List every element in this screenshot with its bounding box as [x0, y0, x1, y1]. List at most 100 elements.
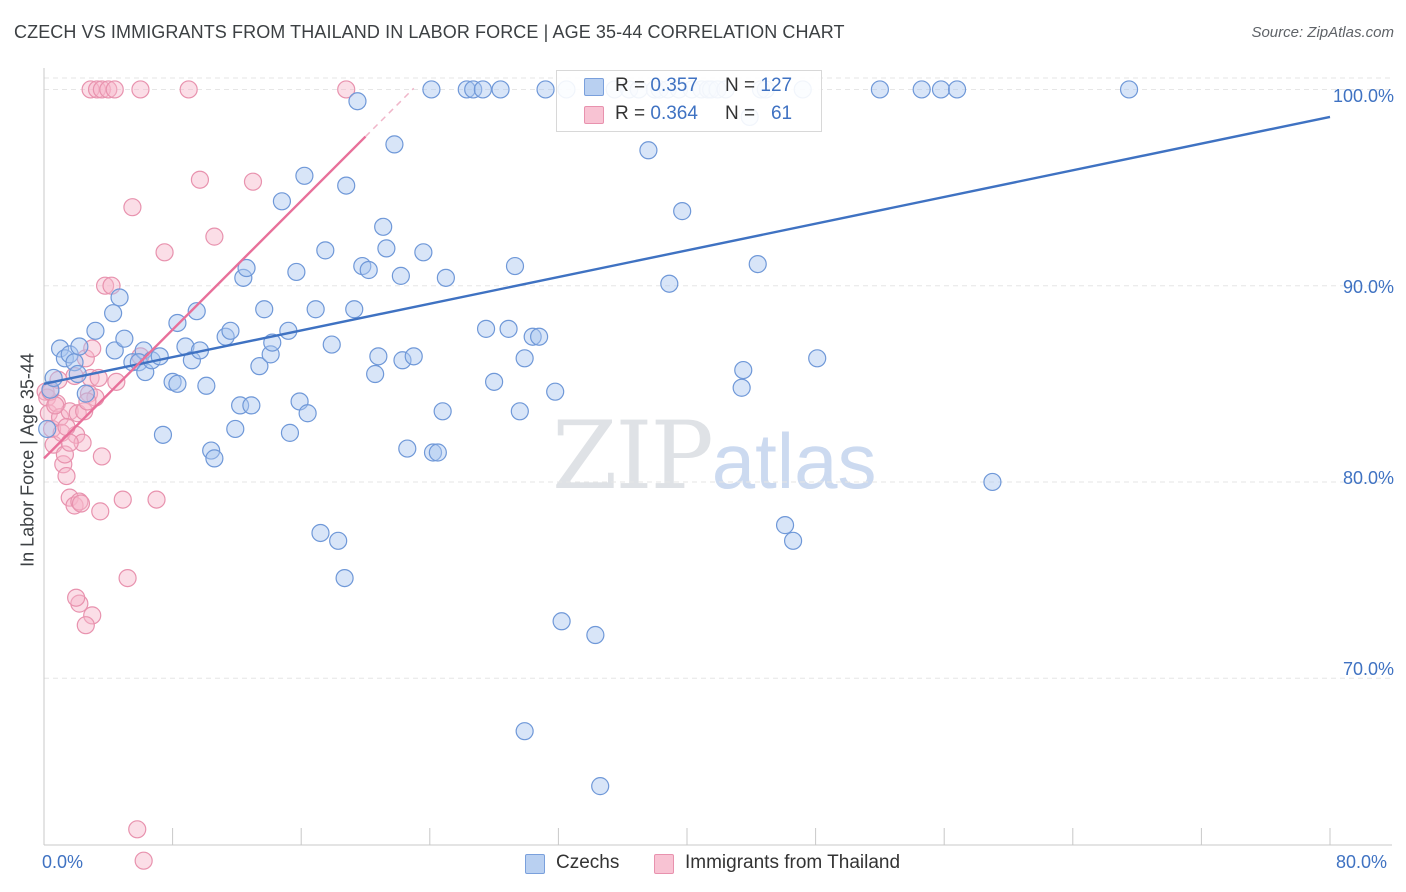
czech-point [536, 80, 555, 99]
thailand-point [68, 404, 87, 423]
thailand-point [73, 433, 92, 452]
czech-point [168, 313, 187, 333]
czech-point [530, 327, 549, 346]
legend-n-thailand: N = 61 [725, 103, 793, 124]
thailand-point [155, 243, 174, 262]
czech-point [505, 256, 525, 276]
thailand-point [92, 80, 111, 99]
czech-point [510, 402, 529, 421]
y-tick-label-100: 100.0% [1332, 86, 1394, 106]
czech-point [398, 439, 417, 458]
thailand-trend-extension [364, 87, 415, 138]
czech-point [783, 531, 803, 550]
czech-point [660, 274, 679, 293]
czech-point [311, 523, 330, 543]
bottom-legend-swatch-czechs [525, 854, 545, 874]
y-tick-label-90: 90.0% [1342, 277, 1394, 297]
czech-point [153, 425, 173, 444]
y-tick-label-70: 70.0% [1342, 659, 1394, 679]
czech-point [586, 625, 605, 645]
czech-point [374, 217, 393, 236]
thailand-point [243, 172, 263, 191]
czech-point [1119, 80, 1139, 99]
czech-point [104, 304, 123, 323]
y-axis-label: In Labor Force | Age 35-44 [17, 353, 38, 567]
thailand-point [46, 396, 65, 415]
czech-point [748, 255, 767, 274]
czech-point [546, 382, 565, 401]
czech-point [775, 516, 795, 535]
czech-point [76, 384, 95, 403]
czech-point [393, 351, 412, 370]
y-tick-label-80: 80.0% [1342, 468, 1394, 488]
czech-point [457, 80, 476, 99]
thailand-point [50, 408, 70, 427]
czech-point [423, 443, 443, 462]
czech-point [491, 80, 510, 99]
thailand-points [36, 80, 356, 870]
thailand-point [147, 490, 166, 509]
thailand-point [92, 447, 111, 466]
czech-point [280, 423, 300, 442]
czech-point [70, 337, 89, 356]
czech-point [234, 268, 253, 287]
czech-point [377, 239, 396, 258]
czech-point [38, 419, 57, 439]
czech-point [205, 449, 224, 468]
thailand-point [76, 616, 95, 635]
thailand-point [190, 170, 210, 189]
thailand-point [67, 588, 86, 607]
czech-point [272, 192, 292, 211]
czech-point [197, 376, 216, 395]
czech-point [337, 176, 356, 195]
czech-point [242, 396, 261, 415]
x-tick-label-max: 80.0% [1336, 852, 1388, 872]
czech-point [947, 80, 967, 99]
czech-point [515, 349, 534, 368]
czech-point [250, 357, 269, 376]
czech-point [464, 80, 483, 99]
czech-point [316, 241, 335, 260]
thailand-point [83, 606, 102, 625]
thailand-point [134, 851, 153, 870]
legend-swatch-pink [584, 106, 604, 124]
czech-point [366, 364, 385, 384]
thailand-point [131, 80, 150, 99]
czech-point [295, 166, 314, 185]
czech-point [385, 135, 404, 154]
source-credit: Source: ZipAtlas.com [1251, 24, 1394, 41]
czech-point [345, 300, 364, 319]
czech-point [732, 378, 751, 397]
legend-row-czechs: R = 0.357 N = 127 [557, 73, 821, 99]
x-tick-label-min: 0.0% [42, 852, 84, 872]
bottom-legend-czechs: Czechs [556, 852, 620, 873]
czech-point [41, 380, 60, 399]
bottom-legend-thailand: Immigrants from Thailand [685, 852, 901, 873]
czech-point [404, 347, 423, 366]
watermark: ZIPatlas [552, 402, 876, 511]
czech-point [50, 339, 70, 358]
czech-point [485, 372, 504, 391]
czech-point [436, 268, 455, 287]
czech-point [150, 347, 169, 366]
thailand-point [118, 568, 137, 588]
chart-title: CZECH VS IMMIGRANTS FROM THAILAND IN LAB… [14, 22, 845, 42]
czech-point [808, 349, 827, 368]
czech-point [221, 321, 240, 340]
czech-trend-line [43, 115, 1331, 385]
czech-point [105, 341, 124, 360]
czech-point [499, 319, 518, 338]
czech-point [673, 202, 692, 221]
czech-point [335, 568, 354, 588]
thailand-point [95, 276, 115, 295]
czech-point [476, 319, 496, 338]
czech-point [515, 722, 534, 741]
czech-point [287, 262, 306, 282]
czech-point [523, 327, 542, 346]
czech-point [391, 266, 410, 285]
czech-point [306, 300, 325, 319]
thailand-point [107, 372, 126, 391]
czech-point [359, 260, 378, 280]
czech-point [369, 347, 388, 366]
